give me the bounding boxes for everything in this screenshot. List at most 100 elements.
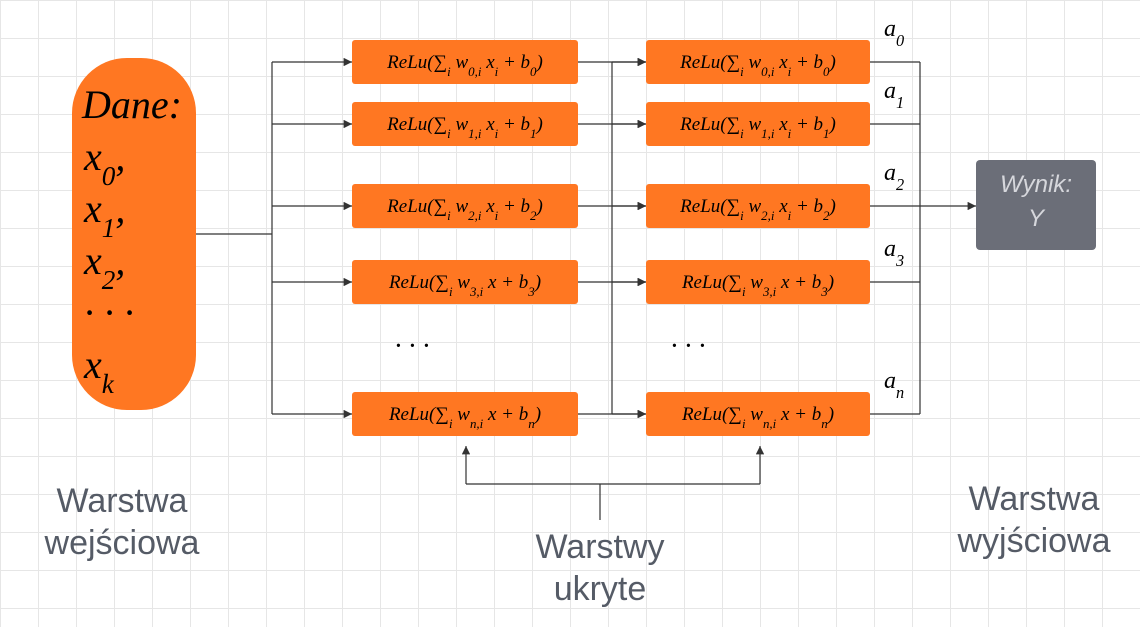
subscript: i bbox=[495, 64, 499, 79]
hidden-node bbox=[646, 184, 870, 228]
text: , bbox=[115, 186, 125, 231]
text: ) bbox=[534, 404, 541, 425]
connectors bbox=[196, 57, 976, 520]
text: ) bbox=[827, 272, 834, 293]
layer-label: Warstwy bbox=[535, 528, 664, 566]
text: ReLu(∑ bbox=[681, 272, 742, 293]
subscript: 3 bbox=[820, 284, 827, 299]
text: ) bbox=[536, 114, 543, 135]
input-item: x1, bbox=[83, 186, 125, 243]
subscript: 2 bbox=[823, 208, 830, 223]
subscript: i bbox=[788, 126, 792, 141]
wire bbox=[196, 62, 273, 414]
hidden-node bbox=[352, 260, 578, 304]
subscript: 1,i bbox=[761, 126, 775, 141]
subscript: n bbox=[528, 416, 534, 431]
layer-label: wejściowa bbox=[44, 524, 200, 562]
hidden-node bbox=[646, 102, 870, 146]
subscript: 1,i bbox=[468, 126, 482, 141]
subscript: 1 bbox=[102, 213, 116, 243]
hidden-label: ReLu(∑i w2,i xi + b2) bbox=[386, 196, 543, 223]
activation-label: a0 bbox=[884, 16, 904, 50]
text: x + b bbox=[483, 272, 528, 293]
subscript: 0 bbox=[896, 31, 904, 50]
output-title: Wynik: bbox=[1000, 171, 1072, 198]
hidden-label: ReLu(∑i w3,i x + b3) bbox=[681, 272, 834, 299]
subscript: 3 bbox=[527, 284, 534, 299]
text: x bbox=[83, 134, 102, 179]
text: ReLu(∑ bbox=[679, 114, 740, 135]
text: + b bbox=[791, 52, 823, 73]
text: , bbox=[115, 134, 125, 179]
text: a bbox=[884, 78, 896, 104]
input-title: Dane: bbox=[81, 82, 182, 127]
subscript: 2 bbox=[530, 208, 537, 223]
text: + b bbox=[791, 114, 823, 135]
subscript: 0 bbox=[102, 161, 116, 191]
hidden-label: ReLu(∑i w2,i xi + b2) bbox=[679, 196, 836, 223]
text: a bbox=[884, 236, 896, 262]
text: ) bbox=[829, 52, 836, 73]
text: w bbox=[453, 272, 471, 293]
subscript: 3,i bbox=[762, 284, 777, 299]
text: a bbox=[884, 160, 896, 186]
hidden-label: ReLu(∑i wn,i x + bn) bbox=[388, 404, 541, 431]
input-item: · · · bbox=[84, 290, 134, 335]
hidden-node bbox=[352, 392, 578, 436]
text: x bbox=[83, 238, 102, 283]
input-item: x0, bbox=[83, 134, 125, 191]
subscript: i bbox=[788, 208, 792, 223]
text: x bbox=[83, 342, 102, 387]
subscript: i bbox=[495, 208, 499, 223]
text: w bbox=[451, 196, 469, 217]
subscript: i bbox=[447, 208, 451, 223]
subscript: 1 bbox=[823, 126, 829, 141]
activation-label: a2 bbox=[884, 160, 904, 194]
text: + b bbox=[498, 52, 530, 73]
activation-label: a1 bbox=[884, 78, 904, 112]
ellipsis: · · · bbox=[671, 331, 706, 362]
hidden-node bbox=[352, 102, 578, 146]
text: ) bbox=[536, 52, 543, 73]
subscript: i bbox=[447, 126, 451, 141]
subscript: i bbox=[449, 284, 453, 299]
subscript: k bbox=[102, 369, 115, 399]
text: ReLu(∑ bbox=[386, 52, 447, 73]
hidden-node bbox=[352, 184, 578, 228]
text: ) bbox=[829, 114, 836, 135]
layer-label: wyjściowa bbox=[956, 522, 1110, 560]
text: ) bbox=[536, 196, 543, 217]
subscript: i bbox=[740, 126, 744, 141]
text: · · · bbox=[84, 290, 134, 335]
hidden-label: ReLu(∑i w1,i xi + b1) bbox=[386, 114, 543, 141]
text: + b bbox=[498, 196, 530, 217]
text: w bbox=[451, 114, 469, 135]
text: x bbox=[774, 196, 788, 217]
text: ) bbox=[534, 272, 541, 293]
text: x bbox=[774, 52, 788, 73]
layer-label: ukryte bbox=[554, 570, 647, 608]
subscript: 0 bbox=[530, 64, 537, 79]
subscript: i bbox=[495, 126, 499, 141]
text: w bbox=[744, 196, 762, 217]
hidden-label: ReLu(∑i w0,i xi + b0) bbox=[679, 52, 836, 79]
text: x bbox=[774, 114, 788, 135]
text: a bbox=[884, 16, 896, 42]
hidden-label: ReLu(∑i w0,i xi + b0) bbox=[386, 52, 543, 79]
subscript: 3 bbox=[895, 251, 904, 270]
subscript: 1 bbox=[530, 126, 536, 141]
text: + b bbox=[498, 114, 530, 135]
subscript: n,i bbox=[470, 416, 484, 431]
subscript: 2 bbox=[896, 175, 904, 194]
input-item: xk bbox=[83, 342, 115, 399]
subscript: 0,i bbox=[761, 64, 775, 79]
subscript: 0,i bbox=[468, 64, 482, 79]
text: + b bbox=[791, 196, 823, 217]
text: x bbox=[83, 186, 102, 231]
subscript: 1 bbox=[896, 93, 904, 112]
text: ReLu(∑ bbox=[386, 196, 447, 217]
subscript: n,i bbox=[763, 416, 777, 431]
subscript: 0 bbox=[823, 64, 830, 79]
